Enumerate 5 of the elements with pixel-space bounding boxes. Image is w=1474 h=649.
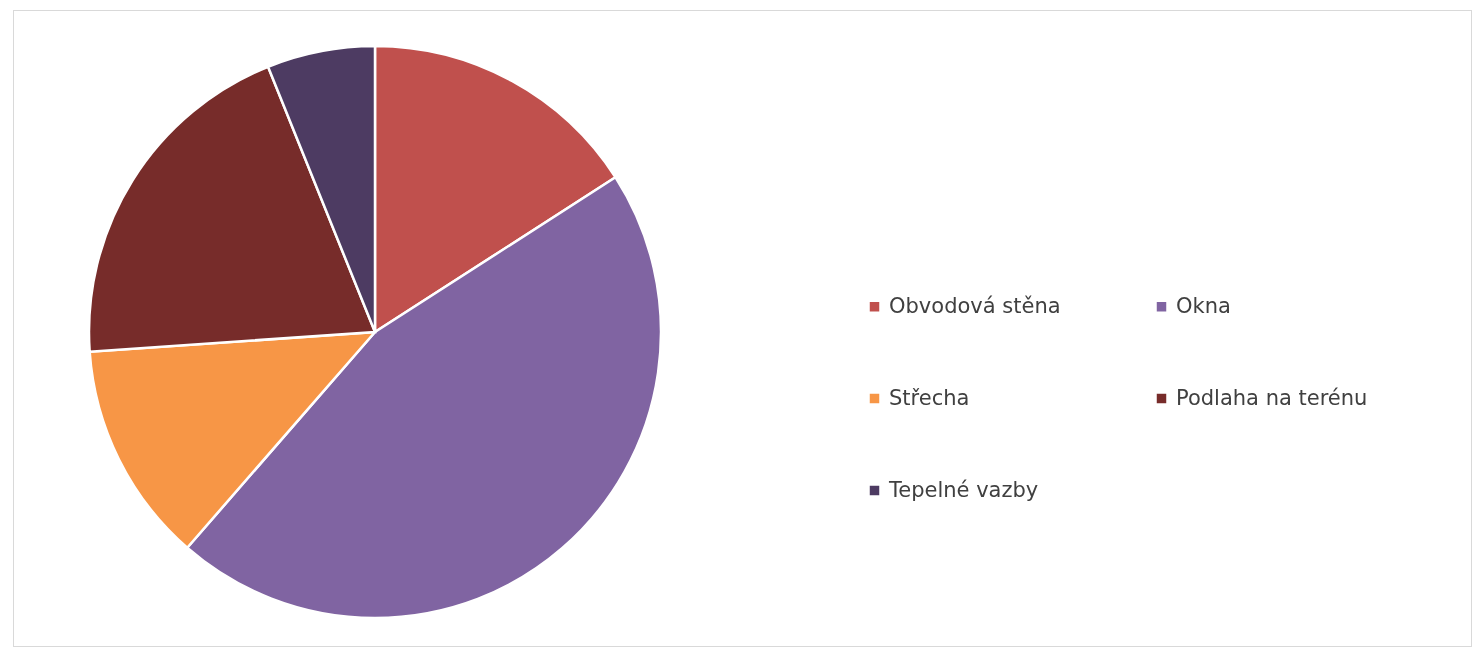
legend-label: Podlaha na terénu: [1176, 385, 1368, 410]
legend-label: Střecha: [889, 385, 970, 410]
legend-label: Okna: [1176, 293, 1231, 318]
legend-label: Tepelné vazby: [888, 477, 1039, 502]
legend-label: Obvodová stěna: [889, 293, 1061, 318]
